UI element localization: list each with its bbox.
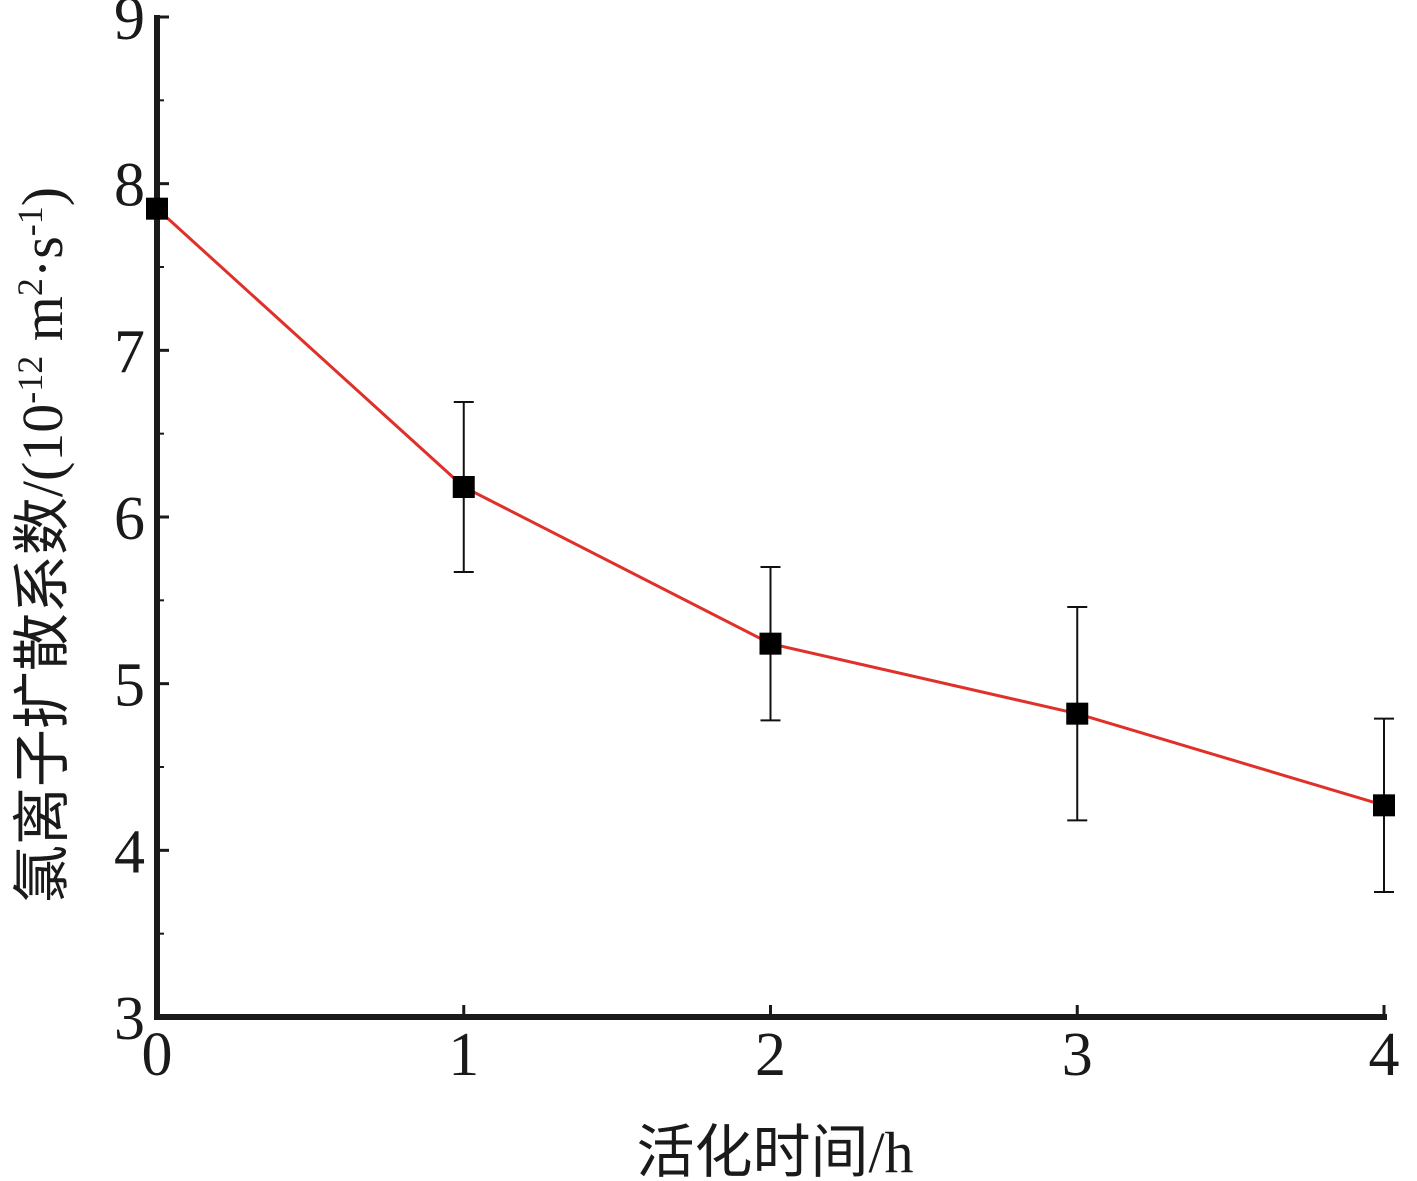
- data-point-1: [452, 476, 475, 498]
- y-tick-label-9: 9: [114, 0, 145, 53]
- y-axis-title-exp-3: -1: [10, 206, 50, 236]
- x-tick-label-3: 3: [1062, 1021, 1093, 1089]
- y-tick-label-7: 7: [114, 318, 145, 386]
- y-axis-title-exp-2: 2: [10, 278, 50, 296]
- y-tick-label-6: 6: [114, 485, 145, 553]
- axes: [154, 15, 1387, 1020]
- y-tick-label-3: 3: [114, 985, 145, 1053]
- x-tick-label-2: 2: [755, 1021, 786, 1089]
- y-axis-title: 氯离子扩散系数/(10-12 m2·s-1): [10, 187, 75, 903]
- x-tick-label-1: 1: [448, 1021, 479, 1089]
- data-markers: [146, 197, 1395, 817]
- error-bars: [453, 401, 1394, 893]
- data-point-2: [759, 632, 782, 655]
- data-point-4: [1373, 794, 1395, 817]
- y-axis-title-unit-m: m: [10, 296, 75, 356]
- x-tick-label-0: 0: [142, 1021, 173, 1089]
- y-axis-title-exp-1: -12: [10, 356, 50, 404]
- axis-ticks: [155, 15, 1386, 1019]
- y-tick-label-8: 8: [114, 152, 145, 220]
- y-axis-title-main: 氯离子扩散系数/(10: [10, 404, 75, 903]
- x-tick-label-4: 4: [1369, 1021, 1400, 1089]
- y-axis-title-unit-s: ·s: [10, 236, 75, 278]
- x-axis-title: 活化时间/h: [636, 1120, 913, 1181]
- y-tick-label-4: 4: [114, 818, 145, 886]
- data-point-3: [1066, 702, 1089, 725]
- y-tick-label-5: 5: [114, 652, 145, 720]
- y-axis-title-end: ): [10, 187, 75, 206]
- data-point-0: [146, 197, 168, 220]
- tick-labels: 3 4 5 6 7 8 9 0 1 2 3 4: [114, 0, 1400, 1089]
